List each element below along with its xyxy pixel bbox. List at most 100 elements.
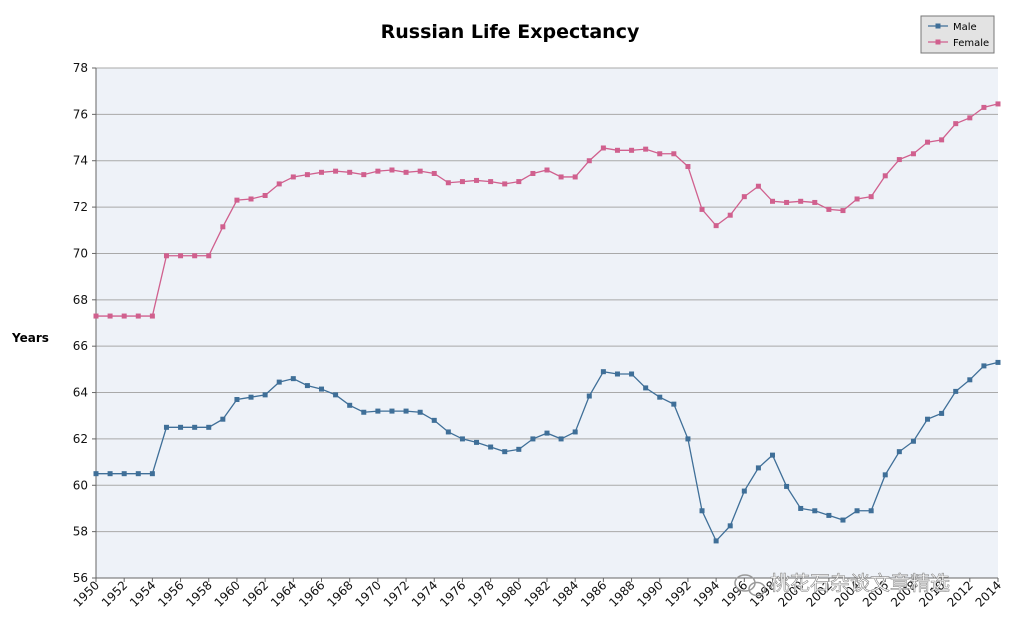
data-point bbox=[347, 169, 353, 175]
data-point bbox=[572, 429, 578, 435]
x-tick-label: 1992 bbox=[663, 578, 694, 609]
data-point bbox=[614, 371, 620, 377]
data-point bbox=[431, 170, 437, 176]
y-tick-label: 58 bbox=[73, 525, 88, 539]
data-point bbox=[882, 173, 888, 179]
x-tick-label: 1994 bbox=[691, 578, 722, 609]
data-point bbox=[163, 424, 169, 430]
legend-box bbox=[920, 15, 995, 54]
data-point bbox=[220, 224, 226, 230]
x-tick-label: 1966 bbox=[296, 578, 327, 609]
data-point bbox=[727, 212, 733, 218]
data-point bbox=[502, 449, 508, 455]
data-point bbox=[629, 371, 635, 377]
data-point bbox=[149, 313, 155, 319]
legend-label-male: Male bbox=[953, 22, 977, 33]
data-point bbox=[995, 359, 1001, 365]
data-point bbox=[474, 439, 480, 445]
data-point bbox=[135, 313, 141, 319]
watermark-text: 桃花石杂谈文章精选 bbox=[770, 571, 950, 595]
legend-label-female: Female bbox=[953, 38, 989, 49]
data-point bbox=[262, 392, 268, 398]
data-point bbox=[234, 197, 240, 203]
data-point bbox=[248, 394, 254, 400]
data-point bbox=[389, 408, 395, 414]
y-tick-label: 70 bbox=[73, 246, 88, 260]
data-point bbox=[417, 409, 423, 415]
data-point bbox=[361, 409, 367, 415]
data-point bbox=[755, 183, 761, 189]
data-point bbox=[784, 483, 790, 489]
data-point bbox=[967, 115, 973, 121]
y-tick-label: 64 bbox=[73, 386, 88, 400]
data-point bbox=[812, 508, 818, 514]
data-point bbox=[290, 376, 296, 382]
y-tick-label: 60 bbox=[73, 478, 88, 492]
x-tick-label: 1990 bbox=[634, 578, 665, 609]
data-point bbox=[741, 488, 747, 494]
x-tick-label: 1962 bbox=[240, 578, 271, 609]
data-point bbox=[840, 208, 846, 214]
data-point bbox=[981, 363, 987, 369]
data-point bbox=[192, 253, 198, 259]
data-point bbox=[572, 174, 578, 180]
data-point bbox=[488, 179, 494, 185]
legend: Male Female bbox=[920, 15, 995, 54]
data-point bbox=[826, 206, 832, 212]
data-point bbox=[643, 385, 649, 391]
data-point bbox=[685, 436, 691, 442]
data-point bbox=[319, 386, 324, 392]
data-point bbox=[699, 508, 705, 514]
data-point bbox=[671, 151, 677, 157]
data-point bbox=[178, 424, 184, 430]
data-point bbox=[727, 523, 733, 529]
y-tick-label: 74 bbox=[73, 154, 88, 168]
data-point bbox=[206, 253, 212, 259]
data-point bbox=[445, 180, 451, 186]
data-point bbox=[643, 146, 649, 152]
data-point bbox=[107, 313, 113, 319]
data-point bbox=[234, 397, 240, 402]
data-point bbox=[178, 253, 184, 259]
y-tick-label: 62 bbox=[73, 432, 88, 446]
data-point bbox=[657, 151, 663, 157]
data-point bbox=[121, 471, 127, 477]
data-point bbox=[333, 392, 339, 398]
data-point bbox=[981, 104, 987, 110]
data-point bbox=[459, 179, 465, 185]
data-point bbox=[657, 394, 663, 400]
data-point bbox=[375, 168, 381, 174]
data-point bbox=[93, 471, 99, 477]
data-point bbox=[953, 121, 959, 127]
data-point bbox=[276, 379, 282, 385]
y-tick-label: 72 bbox=[73, 200, 88, 214]
data-point bbox=[868, 194, 874, 200]
x-tick-label: 1984 bbox=[550, 578, 581, 609]
watermark: 桃花石杂谈文章精选 bbox=[734, 571, 950, 597]
data-point bbox=[741, 194, 747, 200]
data-point bbox=[614, 147, 620, 153]
data-point bbox=[755, 465, 761, 471]
data-point bbox=[685, 164, 691, 170]
data-point bbox=[516, 179, 522, 185]
y-tick-label: 56 bbox=[73, 571, 88, 585]
y-tick-label: 68 bbox=[73, 293, 88, 307]
data-point bbox=[671, 401, 677, 407]
data-point bbox=[474, 177, 480, 183]
data-point bbox=[347, 402, 353, 408]
data-point bbox=[558, 436, 564, 442]
data-point bbox=[770, 452, 775, 458]
data-point bbox=[431, 417, 437, 423]
data-point bbox=[600, 369, 606, 375]
data-point bbox=[558, 174, 564, 180]
data-point bbox=[699, 206, 705, 212]
data-point bbox=[544, 167, 550, 173]
data-point bbox=[600, 145, 606, 151]
data-point bbox=[826, 512, 832, 518]
x-tick-label: 1972 bbox=[381, 578, 412, 609]
data-point bbox=[262, 193, 268, 198]
data-point bbox=[389, 167, 395, 173]
data-point bbox=[319, 169, 324, 175]
data-point bbox=[403, 408, 409, 414]
